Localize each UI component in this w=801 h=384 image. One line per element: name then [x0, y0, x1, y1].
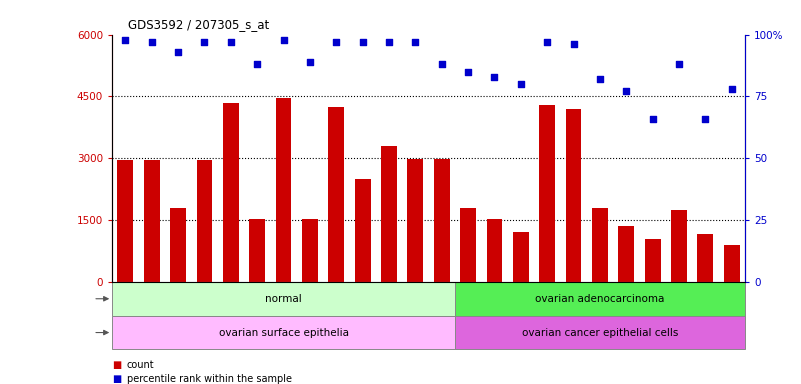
Bar: [302, 219, 318, 282]
Text: GDS3592 / 207305_s_at: GDS3592 / 207305_s_at: [128, 18, 269, 31]
Bar: [645, 238, 661, 282]
Bar: [618, 226, 634, 282]
Point: [673, 61, 686, 67]
Point: [541, 39, 553, 45]
Point: [198, 39, 211, 45]
Bar: [112, 282, 455, 316]
Point: [409, 39, 422, 45]
Bar: [328, 107, 344, 282]
Text: percentile rank within the sample: percentile rank within the sample: [127, 374, 292, 384]
Bar: [592, 209, 608, 282]
Bar: [455, 282, 745, 316]
Point: [383, 39, 396, 45]
Bar: [118, 160, 133, 282]
Bar: [170, 208, 186, 282]
Bar: [196, 160, 212, 282]
Bar: [381, 146, 397, 282]
Point: [145, 39, 158, 45]
Text: ovarian adenocarcinoma: ovarian adenocarcinoma: [535, 294, 665, 304]
Point: [330, 39, 343, 45]
Point: [435, 61, 448, 67]
Bar: [434, 159, 449, 282]
Bar: [249, 219, 265, 282]
Point: [594, 76, 606, 82]
Bar: [513, 232, 529, 282]
Point: [171, 49, 184, 55]
Point: [356, 39, 369, 45]
Text: normal: normal: [265, 294, 302, 304]
Point: [646, 116, 659, 122]
Bar: [461, 209, 476, 282]
Text: count: count: [127, 360, 154, 370]
Point: [699, 116, 712, 122]
Point: [488, 73, 501, 79]
Bar: [724, 245, 739, 282]
Bar: [112, 316, 455, 349]
Bar: [408, 159, 423, 282]
Point: [620, 88, 633, 94]
Point: [567, 41, 580, 48]
Point: [251, 61, 264, 67]
Bar: [486, 219, 502, 282]
Text: ovarian surface epithelia: ovarian surface epithelia: [219, 328, 348, 338]
Point: [277, 36, 290, 43]
Bar: [355, 179, 371, 282]
Text: ■: ■: [112, 374, 122, 384]
Bar: [539, 104, 555, 282]
Bar: [671, 210, 687, 282]
Bar: [223, 103, 239, 282]
Point: [119, 36, 131, 43]
Bar: [566, 109, 582, 282]
Text: ■: ■: [112, 360, 122, 370]
Point: [514, 81, 527, 87]
Bar: [276, 98, 292, 282]
Point: [304, 59, 316, 65]
Point: [224, 39, 237, 45]
Point: [461, 69, 474, 75]
Text: ovarian cancer epithelial cells: ovarian cancer epithelial cells: [521, 328, 678, 338]
Point: [726, 86, 739, 92]
Bar: [455, 316, 745, 349]
Bar: [144, 160, 159, 282]
Bar: [698, 235, 714, 282]
